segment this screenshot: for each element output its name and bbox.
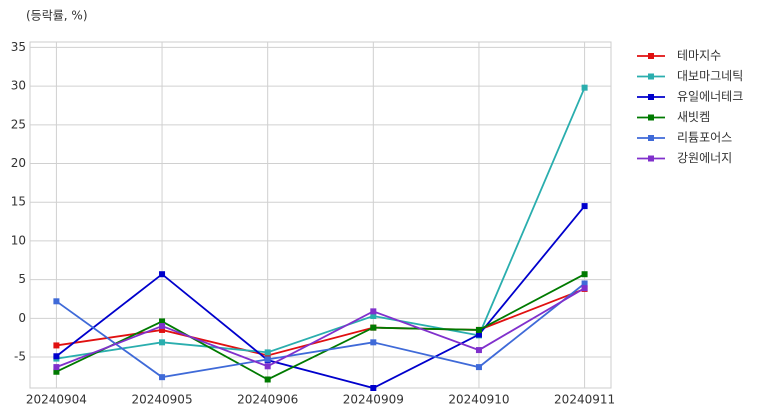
point (53, 353, 60, 360)
point (370, 339, 377, 346)
point (159, 374, 166, 381)
point (264, 363, 271, 370)
legend-marker (648, 114, 654, 121)
y-tick-label: 20 (11, 156, 26, 170)
point (159, 323, 166, 330)
legend-label: 테마지수 (677, 49, 721, 63)
x-tick-label: 20240909 (343, 393, 404, 407)
point (475, 364, 482, 371)
y-tick-label: 25 (11, 117, 26, 131)
point (581, 84, 588, 91)
point (581, 203, 588, 210)
point (159, 339, 166, 346)
y-axis-label: (등락률, %) (26, 9, 88, 23)
x-tick-label: 20240905 (132, 393, 193, 407)
legend-label: 강원에너지 (677, 151, 732, 165)
point (475, 326, 482, 333)
legend-marker (648, 73, 654, 80)
point (370, 324, 377, 331)
x-tick-label: 20240910 (448, 393, 509, 407)
legend-marker (648, 94, 654, 100)
point (370, 308, 377, 315)
point (581, 271, 588, 278)
legend-label: 유일에너테크 (677, 90, 743, 104)
point (581, 285, 588, 292)
point (475, 347, 482, 354)
point (264, 352, 271, 359)
point (264, 356, 271, 363)
legend-label: 대보마그네틱 (677, 69, 743, 83)
x-tick-label: 20240906 (237, 393, 298, 407)
legend-label: 새빗켐 (677, 110, 710, 124)
y-tick-label: 15 (11, 195, 26, 209)
point (53, 298, 60, 305)
point (159, 318, 166, 325)
y-tick-label: 35 (11, 40, 26, 54)
x-tick-label: 20240904 (26, 393, 87, 407)
legend-label: 리튬포어스 (677, 131, 732, 145)
point (370, 313, 377, 320)
series-line (56, 287, 586, 368)
point (581, 280, 588, 287)
y-tick-label: -5 (14, 350, 26, 364)
point (53, 342, 60, 349)
point (475, 331, 482, 338)
y-tick-label: 5 (18, 272, 26, 286)
x-tick-label: 20240911 (554, 393, 615, 407)
y-tick-label: 10 (11, 233, 26, 247)
point (370, 385, 377, 391)
point (159, 271, 166, 278)
legend-marker (648, 155, 654, 162)
point (53, 368, 60, 375)
y-tick-label: 30 (11, 79, 26, 93)
series-line (55, 282, 586, 379)
point (159, 326, 166, 333)
legend-marker (648, 135, 654, 141)
series-line (56, 87, 586, 360)
legend-marker (648, 53, 654, 59)
series-line (55, 205, 586, 389)
series-line (56, 273, 586, 381)
y-tick-label: 0 (18, 311, 26, 325)
point (264, 376, 271, 383)
point (53, 364, 60, 371)
point (264, 349, 271, 356)
